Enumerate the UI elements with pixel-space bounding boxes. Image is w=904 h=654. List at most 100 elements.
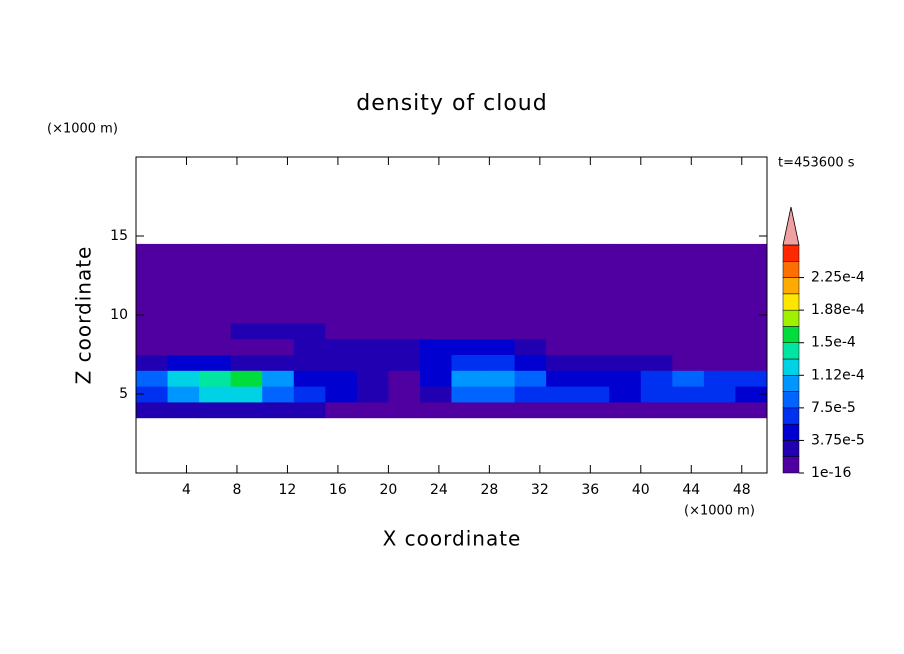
cell (388, 401, 421, 419)
cell (514, 307, 547, 324)
cell (546, 291, 579, 308)
cell (451, 322, 484, 340)
cell (609, 243, 642, 261)
cell (703, 243, 736, 261)
cell (483, 322, 516, 340)
cell (514, 386, 547, 403)
cell (167, 307, 200, 324)
cell (546, 259, 579, 276)
cell (262, 386, 295, 403)
cell (640, 401, 673, 419)
cell (199, 338, 232, 355)
cell (199, 322, 232, 340)
cell (577, 259, 610, 276)
colorbar-segment (782, 309, 800, 327)
cell (167, 322, 200, 340)
cell (388, 275, 421, 292)
cell (230, 370, 263, 387)
x-tick-label: 32 (531, 482, 549, 498)
cell (577, 322, 610, 340)
colorbar-segment (782, 293, 800, 311)
cell (640, 259, 673, 276)
cell (640, 370, 673, 387)
cell (609, 259, 642, 276)
cell (419, 370, 452, 387)
cell (262, 370, 295, 387)
heatmap (136, 243, 768, 419)
cell (325, 386, 358, 403)
cell (167, 243, 200, 261)
cell (419, 291, 452, 308)
colorbar-tick-label: 1e-16 (811, 465, 851, 481)
cell (136, 338, 169, 355)
cell (451, 386, 484, 403)
cell (703, 322, 736, 340)
cell (356, 275, 389, 292)
cell (546, 401, 579, 419)
cell (672, 401, 705, 419)
cell (483, 354, 516, 371)
cell (735, 370, 768, 387)
x-tick-label: 48 (733, 482, 751, 498)
cell (293, 338, 326, 355)
cell (136, 275, 169, 292)
cell (451, 370, 484, 387)
cell (672, 322, 705, 340)
cell (672, 291, 705, 308)
cell (293, 401, 326, 419)
cell (640, 338, 673, 355)
cell (325, 338, 358, 355)
cell (230, 401, 263, 419)
cell (514, 275, 547, 292)
y-axis-label: Z coordinate (72, 246, 96, 385)
cell (388, 307, 421, 324)
cell (136, 243, 169, 261)
cell (262, 259, 295, 276)
x-tick-label: 44 (682, 482, 700, 498)
cell (703, 386, 736, 403)
cell (419, 322, 452, 340)
cell (262, 307, 295, 324)
cell (451, 259, 484, 276)
cell (356, 338, 389, 355)
cell (230, 322, 263, 340)
cell (672, 370, 705, 387)
cell (325, 354, 358, 371)
cell (483, 338, 516, 355)
chart-title: density of cloud (356, 91, 547, 116)
colorbar-tick-label: 3.75e-5 (811, 432, 865, 448)
cell (514, 291, 547, 308)
cell (546, 307, 579, 324)
cell (419, 338, 452, 355)
cell (609, 322, 642, 340)
cell (199, 243, 232, 261)
cell (609, 386, 642, 403)
cell (356, 291, 389, 308)
cell (356, 307, 389, 324)
cell (546, 322, 579, 340)
cell (577, 291, 610, 308)
cell (546, 275, 579, 292)
y-tick-label: 5 (119, 386, 128, 402)
cell (293, 386, 326, 403)
cell (640, 275, 673, 292)
cell (483, 386, 516, 403)
cell (577, 307, 610, 324)
cell (199, 370, 232, 387)
cell (136, 354, 169, 371)
cell (356, 322, 389, 340)
cell (419, 386, 452, 403)
cell (388, 354, 421, 371)
cell (388, 259, 421, 276)
cell (230, 275, 263, 292)
cell (703, 259, 736, 276)
y-tick-label: 15 (110, 228, 128, 244)
cell (230, 354, 263, 371)
cell (735, 386, 768, 403)
colorbar-segment (782, 277, 800, 295)
cell (483, 401, 516, 419)
cell (325, 370, 358, 387)
cell (262, 243, 295, 261)
cell (356, 354, 389, 371)
